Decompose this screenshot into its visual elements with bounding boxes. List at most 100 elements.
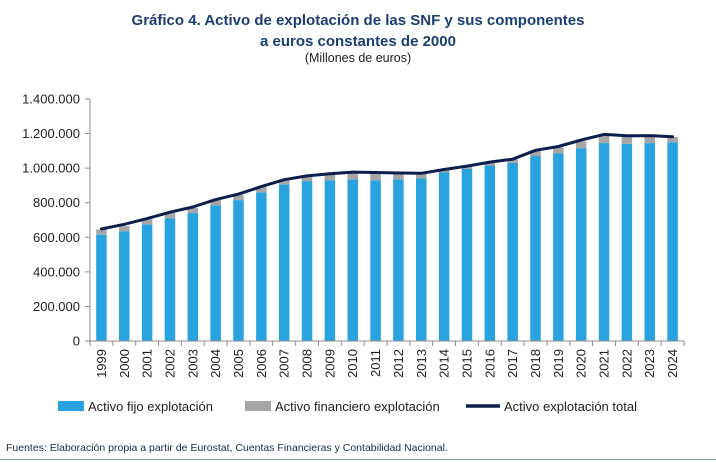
legend-swatch (245, 401, 271, 411)
bar-financial-asset (187, 207, 199, 214)
bar-financial-asset (575, 141, 587, 149)
x-tick-label: 2013 (414, 349, 429, 378)
bar-financial-asset (530, 150, 541, 157)
bar-financial-asset (461, 166, 473, 170)
legend: Activo fijo explotación Activo financiero… (58, 399, 637, 414)
bar-financial-asset (507, 159, 518, 163)
y-tick-label: 0 (73, 334, 80, 349)
y-tick-label: 1.200.000 (22, 126, 80, 141)
x-tick-label: 2014 (437, 349, 452, 378)
chart-title: Gráfico 4. Activo de explotación de las … (0, 10, 716, 52)
x-tick-label: 2023 (642, 349, 657, 378)
bar-financial-asset (141, 219, 153, 225)
y-tick-label: 200.000 (33, 299, 80, 314)
bar-fixed-asset (438, 172, 450, 341)
x-tick-label: 2009 (322, 349, 337, 378)
total-line-group (99, 132, 675, 231)
x-axis: 1999 2000 2001 2002 2003 2004 2005 2006 2007 2008… (89, 340, 685, 378)
bar-financial-asset (393, 172, 404, 180)
bars-group (96, 134, 678, 341)
bar-fixed-asset (347, 179, 358, 341)
x-tick-label: 2005 (231, 349, 246, 378)
chart-subtitle: (Millones de euros) (304, 51, 412, 65)
x-tick-label: 2003 (185, 349, 200, 378)
bar-fixed-asset (530, 156, 541, 341)
bar-fixed-asset (370, 180, 381, 341)
bar-financial-asset (324, 173, 336, 181)
x-tick-label: 2020 (574, 349, 589, 378)
x-tick-label: 1999 (94, 349, 109, 378)
bar-financial-asset (347, 171, 358, 180)
bar-fixed-asset (575, 148, 587, 341)
bar-financial-asset (164, 212, 176, 219)
chart-canvas: 0 200.000 400.000 600.000 800.000 1.000.000 1.… (22, 92, 685, 414)
bar-financial-asset (278, 179, 290, 185)
bar-fixed-asset (278, 184, 290, 341)
chart-title-line-2: a euros constantes de 2000 (260, 33, 456, 50)
bar-fixed-asset (484, 165, 496, 341)
bar-financial-asset (667, 137, 678, 143)
bar-fixed-asset (667, 142, 678, 341)
x-tick-label: 2007 (277, 349, 292, 378)
legend-label: Activo financiero explotación (275, 399, 440, 414)
bar-financial-asset (256, 187, 267, 193)
legend-swatch (58, 401, 84, 411)
bar-fixed-asset (598, 143, 610, 341)
y-axis: 0 200.000 400.000 600.000 800.000 1.000.000 1.… (22, 92, 91, 349)
x-tick-label: 2002 (162, 349, 177, 378)
x-tick-label: 2012 (391, 349, 406, 378)
y-tick-label: 1.000.000 (22, 161, 80, 176)
bar-financial-asset (484, 162, 496, 166)
chart-title-line-1: Gráfico 4. Activo de explotación de las … (131, 12, 585, 29)
y-tick-label: 400.000 (33, 264, 80, 279)
x-tick-label: 2010 (345, 349, 360, 378)
bar-fixed-asset (301, 181, 313, 341)
x-tick-label: 2016 (482, 349, 497, 378)
bar-fixed-asset (553, 153, 564, 341)
bar-fixed-asset (621, 143, 633, 341)
x-tick-label: 2022 (619, 349, 634, 378)
bar-fixed-asset (461, 169, 473, 341)
y-tick-label: 800.000 (33, 195, 80, 210)
x-tick-label: 2006 (254, 349, 269, 378)
bar-financial-asset (644, 135, 655, 144)
x-tick-label: 2000 (117, 349, 132, 378)
bar-financial-asset (598, 134, 610, 144)
bar-fixed-asset (96, 234, 107, 341)
bar-financial-asset (553, 147, 564, 154)
bar-financial-asset (233, 194, 244, 201)
x-tick-label: 2001 (140, 349, 155, 378)
bar-fixed-asset (141, 224, 153, 341)
legend-label: Activo fijo explotación (88, 399, 213, 414)
x-tick-label: 2021 (597, 349, 612, 378)
source-note: Fuentes: Elaboración propia a partir de … (6, 442, 448, 454)
bar-financial-asset (119, 226, 130, 232)
x-tick-label: 2004 (208, 349, 223, 378)
x-tick-label: 2008 (300, 349, 315, 378)
bar-fixed-asset (393, 179, 404, 341)
bar-fixed-asset (256, 192, 267, 341)
bar-fixed-asset (210, 205, 221, 341)
x-tick-label: 2011 (368, 349, 383, 377)
bar-financial-asset (301, 175, 313, 182)
x-tick-label: 2024 (665, 349, 680, 378)
bar-financial-asset (621, 136, 633, 144)
x-tick-label: 2015 (459, 349, 474, 378)
x-tick-label: 2018 (528, 349, 543, 378)
bar-fixed-asset (416, 178, 427, 341)
bar-financial-asset (438, 169, 450, 173)
bar-fixed-asset (119, 231, 130, 341)
y-tick-label: 600.000 (33, 230, 80, 245)
bar-financial-asset (370, 172, 381, 181)
bar-financial-asset (416, 172, 427, 179)
bar-financial-asset (96, 229, 107, 235)
bar-fixed-asset (233, 200, 244, 341)
bar-fixed-asset (164, 218, 176, 341)
bottom-rule (0, 459, 716, 460)
y-tick-label: 1.400.000 (22, 92, 80, 107)
bar-fixed-asset (644, 143, 655, 341)
bar-financial-asset (210, 200, 221, 206)
x-tick-label: 2017 (505, 349, 520, 378)
series-line-total (99, 132, 675, 231)
legend-label: Activo explotación total (504, 399, 637, 414)
